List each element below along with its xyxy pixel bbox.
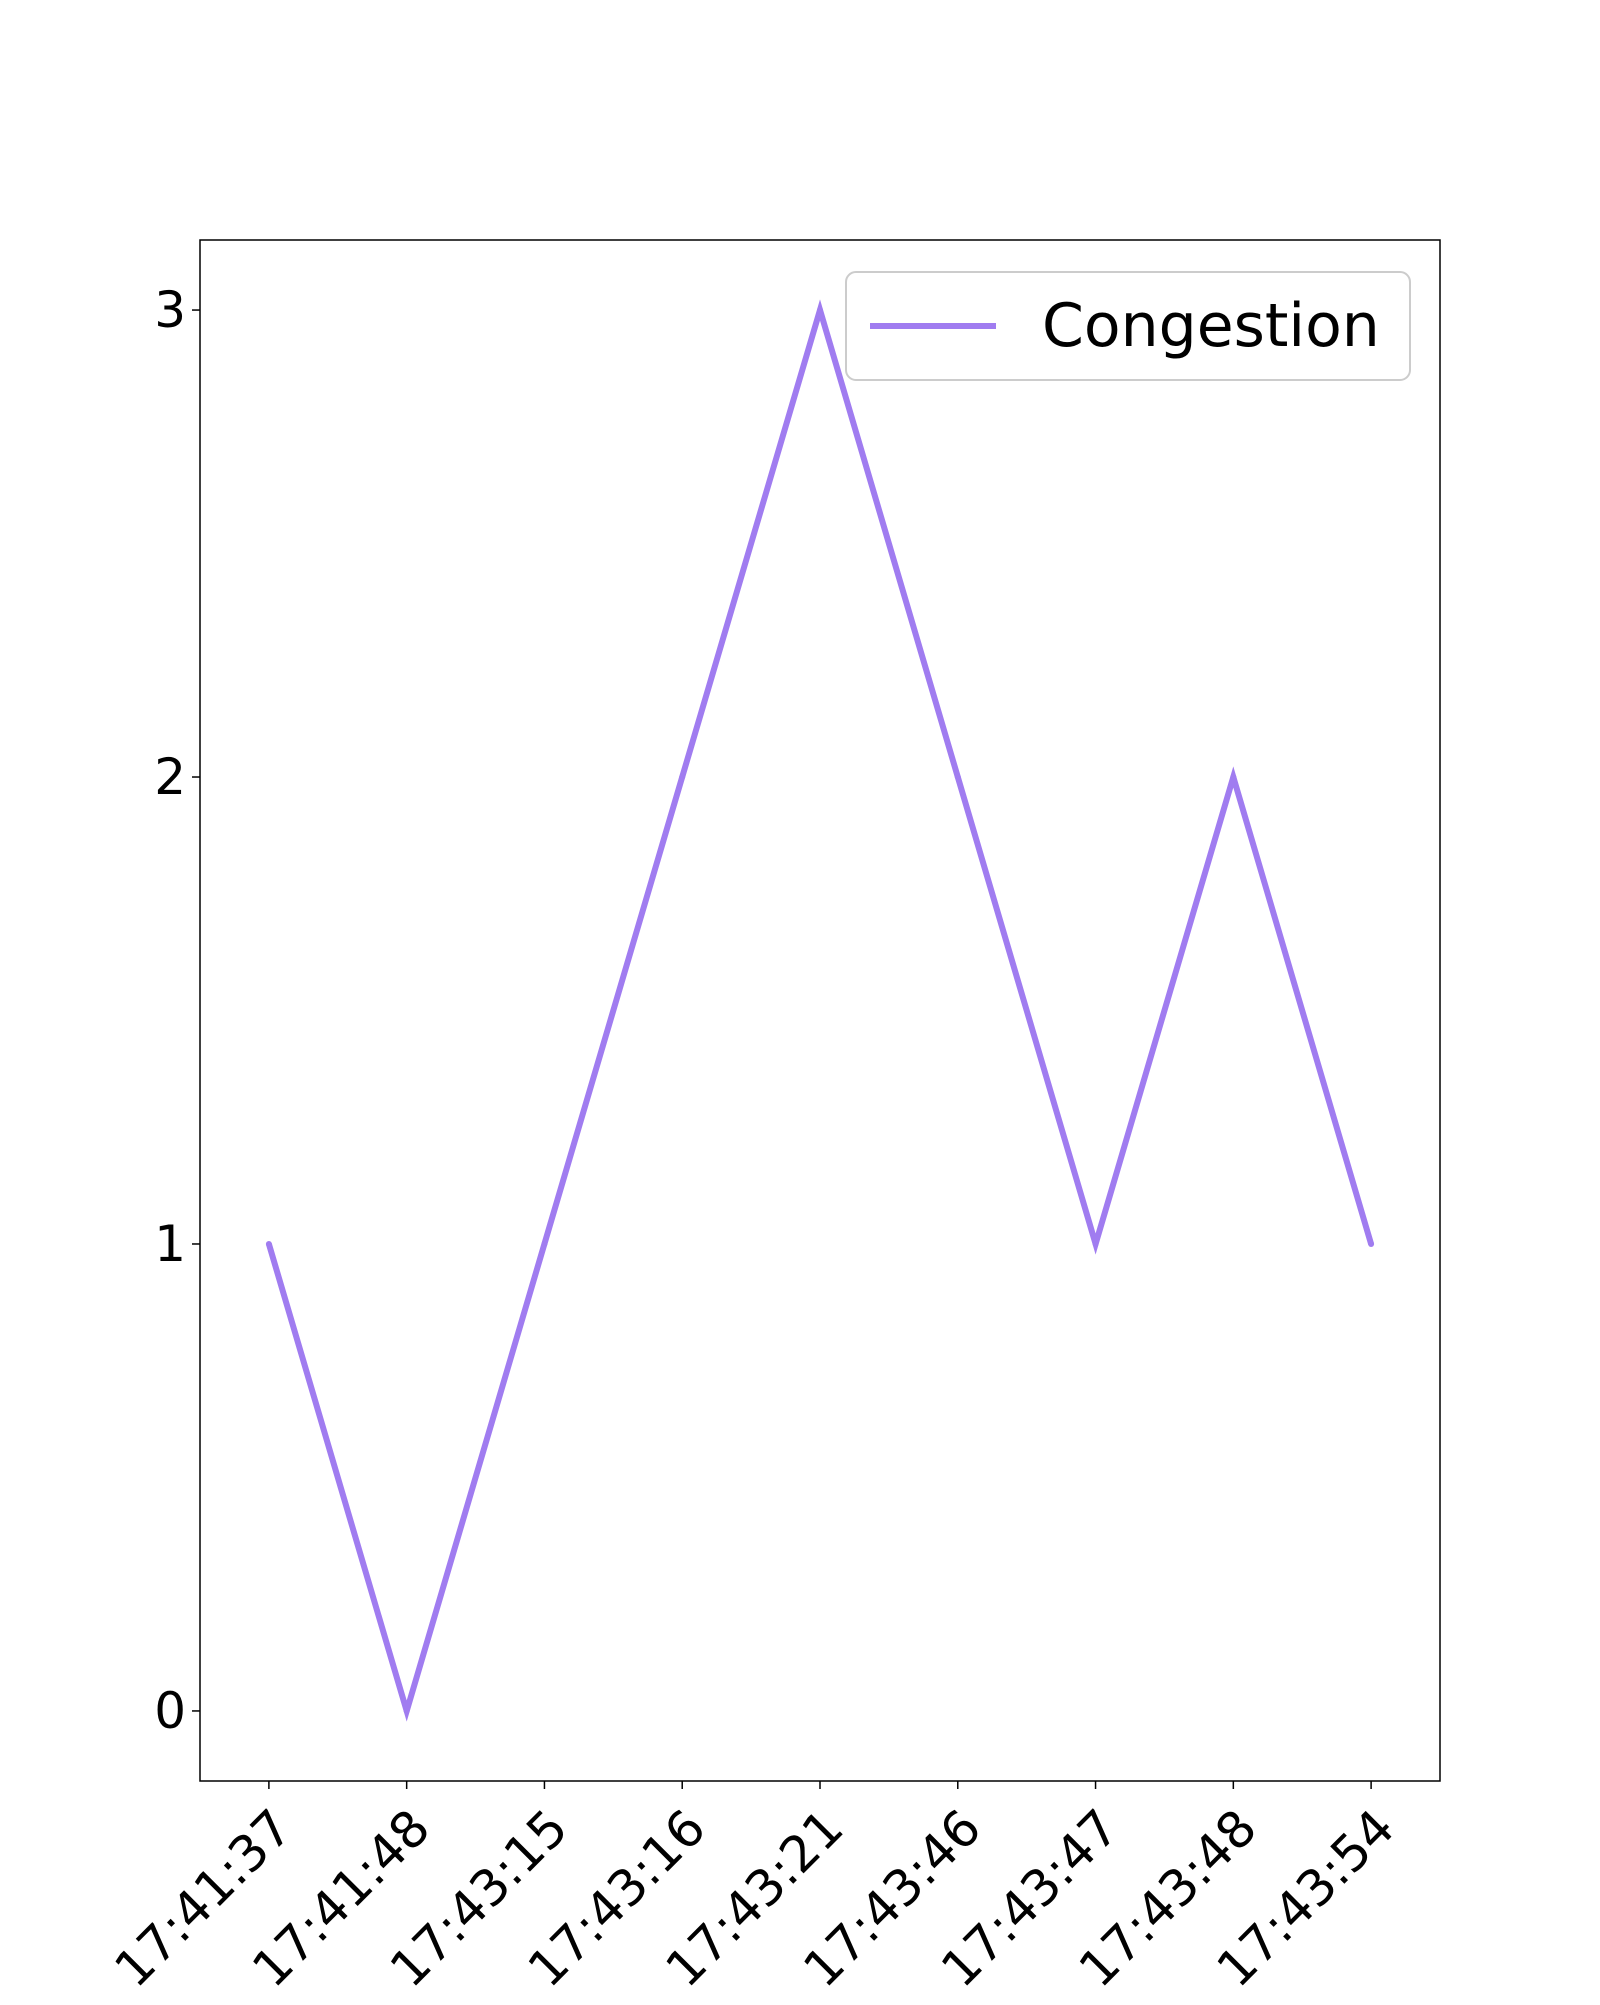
plot-area bbox=[199, 239, 1441, 1782]
data-point bbox=[541, 1240, 548, 1247]
legend[interactable]: Congestion bbox=[845, 271, 1411, 381]
data-point bbox=[1368, 1240, 1375, 1247]
y-tick-label: 2 bbox=[154, 748, 186, 806]
data-point bbox=[1230, 774, 1237, 781]
data-point bbox=[817, 307, 823, 314]
legend-box bbox=[845, 271, 1411, 381]
data-point bbox=[265, 1240, 272, 1247]
y-tick-label: 1 bbox=[154, 1215, 186, 1273]
series-layer bbox=[265, 299, 1375, 1722]
x-axis: 17:41:3717:41:4817:43:1517:43:1617:43:21… bbox=[104, 1781, 1406, 1998]
plot-frame bbox=[199, 239, 1441, 1782]
data-point bbox=[954, 774, 961, 781]
data-point bbox=[1092, 1240, 1099, 1247]
y-axis: 0 1 2 3 bbox=[154, 281, 200, 1740]
data-point bbox=[403, 1707, 410, 1714]
series-line-0 bbox=[266, 299, 1374, 1722]
y-tick-label: 3 bbox=[154, 281, 186, 339]
legend-label: Congestion bbox=[1042, 291, 1380, 361]
data-point bbox=[679, 774, 686, 781]
y-tick-label: 0 bbox=[154, 1682, 186, 1740]
